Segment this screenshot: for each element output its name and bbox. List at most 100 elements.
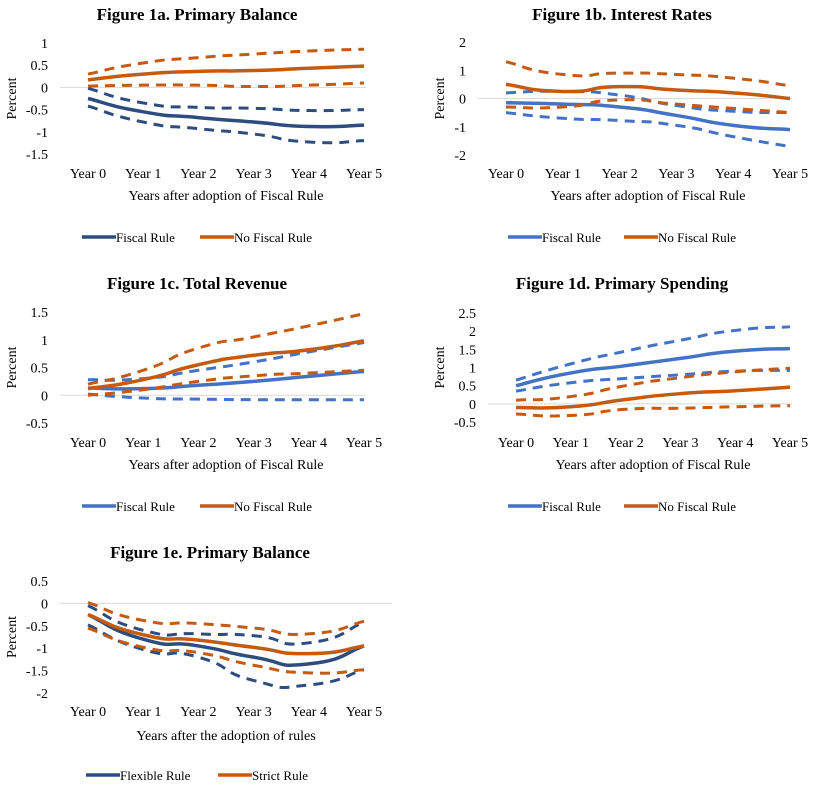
confidence-band-line bbox=[515, 366, 791, 402]
confidence-band-line bbox=[87, 81, 365, 89]
confidence-band-line bbox=[87, 104, 365, 145]
series-line bbox=[515, 346, 791, 388]
x-tick-label: Year 5 bbox=[772, 436, 808, 451]
chart-title: Figure 1e. Primary Balance bbox=[110, 543, 310, 562]
x-tick-label: Year 0 bbox=[498, 436, 534, 451]
confidence-band-line bbox=[87, 392, 364, 402]
x-axis-label: Years after adoption of Fiscal Rule bbox=[556, 458, 751, 473]
x-tick-label: Year 5 bbox=[772, 167, 808, 182]
y-tick-label: -1 bbox=[36, 642, 48, 657]
y-axis-label: Percent bbox=[433, 77, 448, 119]
chart-title: Figure 1c. Total Revenue bbox=[107, 274, 288, 293]
x-tick-label: Year 1 bbox=[545, 167, 581, 182]
confidence-band-line bbox=[87, 601, 365, 636]
x-tick-label: Year 2 bbox=[180, 436, 216, 451]
x-tick-label: Year 1 bbox=[125, 436, 161, 451]
y-tick-label: 0 bbox=[41, 81, 48, 96]
legend-label: Fiscal Rule bbox=[116, 230, 175, 245]
y-tick-label: -1 bbox=[36, 126, 48, 141]
y-tick-label: -0.5 bbox=[26, 620, 48, 635]
series-line bbox=[515, 385, 791, 410]
confidence-band-line bbox=[87, 623, 365, 690]
y-axis-label: Percent bbox=[433, 346, 448, 388]
x-tick-label: Year 3 bbox=[235, 705, 271, 720]
x-tick-label: Year 4 bbox=[717, 436, 753, 451]
y-tick-label: 2.5 bbox=[459, 307, 477, 322]
y-tick-label: 0 bbox=[41, 597, 48, 612]
x-tick-label: Year 3 bbox=[658, 167, 694, 182]
chart-panel-2: Figure 1b. Interest Rates -2 -1 0 1 2 Percent Y… bbox=[433, 5, 808, 245]
x-axis-label: Years after the adoption of rules bbox=[136, 729, 315, 744]
y-tick-label: 1 bbox=[469, 362, 476, 377]
confidence-band-line bbox=[505, 60, 791, 88]
x-tick-label: Year 3 bbox=[235, 167, 271, 182]
y-tick-label: 1.5 bbox=[31, 306, 49, 321]
x-tick-label: Year 1 bbox=[125, 167, 161, 182]
confidence-band-line bbox=[515, 368, 791, 393]
x-axis-label: Years after adoption of Fiscal Rule bbox=[551, 189, 746, 204]
confidence-band-line bbox=[87, 312, 365, 386]
y-tick-label: -1 bbox=[454, 121, 466, 136]
confidence-band-line bbox=[87, 368, 365, 397]
y-tick-label: 1 bbox=[459, 64, 466, 79]
legend-label: Fiscal Rule bbox=[542, 499, 601, 514]
x-tick-label: Year 2 bbox=[180, 705, 216, 720]
x-tick-label: Year 4 bbox=[291, 167, 327, 182]
y-tick-label: 1.5 bbox=[459, 343, 477, 358]
legend-label: No Fiscal Rule bbox=[658, 230, 736, 245]
y-tick-label: -1.5 bbox=[26, 148, 48, 163]
y-axis-label: Percent bbox=[5, 77, 20, 119]
x-tick-label: Year 0 bbox=[70, 436, 106, 451]
series-line bbox=[87, 64, 365, 82]
x-tick-label: Year 0 bbox=[70, 167, 106, 182]
x-tick-label: Year 3 bbox=[662, 436, 698, 451]
x-tick-label: Year 2 bbox=[180, 167, 216, 182]
chart-title: Figure 1b. Interest Rates bbox=[532, 5, 712, 24]
y-tick-label: 0.5 bbox=[31, 362, 49, 377]
y-tick-label: 0 bbox=[469, 398, 476, 413]
series-line bbox=[87, 339, 365, 391]
y-axis-label: Percent bbox=[5, 616, 20, 658]
y-tick-label: 1 bbox=[41, 37, 48, 52]
chart-panel-1: Figure 1a. Primary Balance -1.5 -1 -0.5 0 0.5… bbox=[5, 5, 382, 245]
y-tick-label: -2 bbox=[454, 149, 466, 164]
x-tick-label: Year 5 bbox=[346, 436, 382, 451]
x-tick-label: Year 5 bbox=[346, 705, 382, 720]
y-tick-label: 0.5 bbox=[459, 380, 477, 395]
y-tick-label: -2 bbox=[36, 687, 48, 702]
series-line bbox=[505, 82, 791, 101]
x-axis-label: Years after adoption of Fiscal Rule bbox=[129, 458, 324, 473]
x-tick-label: Year 4 bbox=[291, 705, 327, 720]
chart-title: Figure 1d. Primary Spending bbox=[516, 274, 729, 293]
confidence-band-line bbox=[515, 325, 791, 382]
legend-label: Fiscal Rule bbox=[542, 230, 601, 245]
confidence-band-line bbox=[505, 111, 791, 149]
y-tick-label: 0 bbox=[459, 93, 466, 108]
legend-label: Fiscal Rule bbox=[116, 499, 175, 514]
y-tick-label: 2 bbox=[459, 36, 466, 51]
y-tick-label: 0 bbox=[41, 389, 48, 404]
legend-label: Strict Rule bbox=[252, 768, 308, 783]
y-tick-label: -0.5 bbox=[454, 416, 476, 431]
x-tick-label: Year 1 bbox=[553, 436, 589, 451]
x-axis-label: Years after adoption of Fiscal Rule bbox=[129, 189, 324, 204]
chart-panel-5: Figure 1e. Primary Balance -2 -1.5 -1 -0.5 0 0… bbox=[5, 543, 392, 783]
chart-panel-3: Figure 1c. Total Revenue -0.5 0 0.5 1 1.5 Perc… bbox=[5, 274, 382, 514]
x-tick-label: Year 1 bbox=[125, 705, 161, 720]
series-line bbox=[505, 100, 791, 132]
confidence-band-line bbox=[515, 404, 791, 418]
legend-label: No Fiscal Rule bbox=[234, 499, 312, 514]
y-tick-label: 2 bbox=[469, 325, 476, 340]
legend-label: Flexible Rule bbox=[120, 768, 191, 783]
confidence-band-line bbox=[87, 47, 365, 76]
y-tick-label: -0.5 bbox=[26, 104, 48, 119]
x-tick-label: Year 2 bbox=[607, 436, 643, 451]
x-tick-label: Year 4 bbox=[715, 167, 751, 182]
series-line bbox=[87, 612, 365, 656]
x-tick-label: Year 0 bbox=[488, 167, 524, 182]
y-axis-label: Percent bbox=[5, 346, 20, 388]
y-tick-label: 1 bbox=[41, 334, 48, 349]
y-tick-label: -1.5 bbox=[26, 665, 48, 680]
confidence-band-line bbox=[87, 86, 365, 113]
